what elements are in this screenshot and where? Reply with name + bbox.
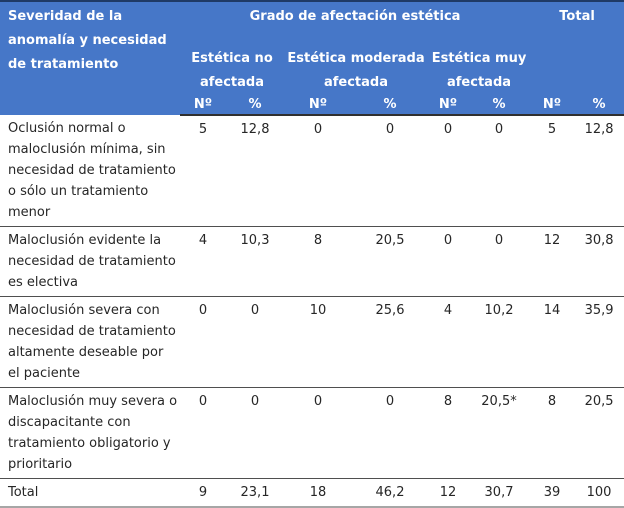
cell-value: 18	[284, 478, 352, 508]
cell-value: 8	[284, 226, 352, 297]
cell-value: 4	[428, 296, 468, 388]
table-row: Maloclusión muy severa o discapacitante …	[0, 387, 624, 479]
cell-value: 0	[428, 226, 468, 297]
cell-value: 12,8	[226, 115, 284, 227]
cell-value: 0	[284, 387, 352, 479]
cell-value: 20,5	[574, 387, 624, 479]
header-pct-label: %	[226, 95, 284, 116]
cell-value: 35,9	[574, 296, 624, 388]
cell-value: 0	[468, 115, 531, 227]
cell-value: 30,8	[574, 226, 624, 297]
total-row: Total 9 23,1 18 46,2 12 30,7 39 100	[0, 478, 624, 508]
cell-value: 0	[284, 115, 352, 227]
header-count-label: Nº	[180, 95, 226, 116]
header-count-label: Nº	[428, 95, 468, 116]
cell-value: 0	[428, 115, 468, 227]
header-subgroup-moderada: Estética moderada afectada	[284, 44, 428, 95]
cell-value: 23,1	[226, 478, 284, 508]
cell-value: 0	[226, 296, 284, 388]
cell-value: 0	[180, 296, 226, 388]
row-label: Maloclusión muy severa o discapacitante …	[0, 387, 180, 479]
cell-value: 39	[530, 478, 575, 508]
cell-value: 20,5	[352, 226, 428, 297]
cell-value: 5	[180, 115, 226, 227]
header-pct-label: %	[574, 95, 624, 116]
header-severity-title: Severidad de la anomalía y necesidad de …	[0, 1, 180, 115]
table-row: Oclusión normal o maloclusión mínima, si…	[0, 115, 624, 227]
cell-value: 8	[428, 387, 468, 479]
table-row: Maloclusión severa con necesidad de trat…	[0, 296, 624, 388]
table-row: Maloclusión evidente la necesidad de tra…	[0, 226, 624, 297]
header-row-units: Nº % Nº % Nº % Nº %	[0, 95, 624, 116]
cell-value: 0	[352, 115, 428, 227]
table-header: Severidad de la anomalía y necesidad de …	[0, 1, 624, 116]
header-total-title: Total	[530, 1, 624, 95]
cell-value: 12	[428, 478, 468, 508]
header-subgroup-no-afectada: Estética no afectada	[180, 44, 284, 95]
cell-value: 46,2	[352, 478, 428, 508]
cell-value: 100	[574, 478, 624, 508]
cell-value: 9	[180, 478, 226, 508]
row-label: Total	[0, 478, 180, 508]
cell-value: 25,6	[352, 296, 428, 388]
cell-value: 8	[530, 387, 575, 479]
cell-value: 10	[284, 296, 352, 388]
header-pct-label: %	[352, 95, 428, 116]
row-label: Maloclusión evidente la necesidad de tra…	[0, 226, 180, 297]
cell-value: 14	[530, 296, 575, 388]
header-subgroup-muy-afectada: Estética muy afectada	[428, 44, 531, 95]
cell-value: 10,3	[226, 226, 284, 297]
table-body: Oclusión normal o maloclusión mínima, si…	[0, 115, 624, 508]
cell-value: 0	[352, 387, 428, 479]
cell-value: 12,8	[574, 115, 624, 227]
cell-value: 0	[180, 387, 226, 479]
cell-value: 20,5*	[468, 387, 531, 479]
header-row-subgroups: Estética no afectada Estética moderada a…	[0, 44, 624, 95]
cell-value: 30,7	[468, 478, 531, 508]
header-group-title: Grado de afectación estética	[180, 1, 531, 44]
row-label: Oclusión normal o maloclusión mínima, si…	[0, 115, 180, 227]
cell-value: 5	[530, 115, 575, 227]
header-count-label: Nº	[530, 95, 575, 116]
header-count-label: Nº	[284, 95, 352, 116]
row-label: Maloclusión severa con necesidad de trat…	[0, 296, 180, 388]
cell-value: 0	[226, 387, 284, 479]
header-pct-label: %	[468, 95, 531, 116]
cell-value: 12	[530, 226, 575, 297]
cell-value: 4	[180, 226, 226, 297]
cell-value: 10,2	[468, 296, 531, 388]
header-row-main: Severidad de la anomalía y necesidad de …	[0, 1, 624, 115]
cell-value: 0	[468, 226, 531, 297]
